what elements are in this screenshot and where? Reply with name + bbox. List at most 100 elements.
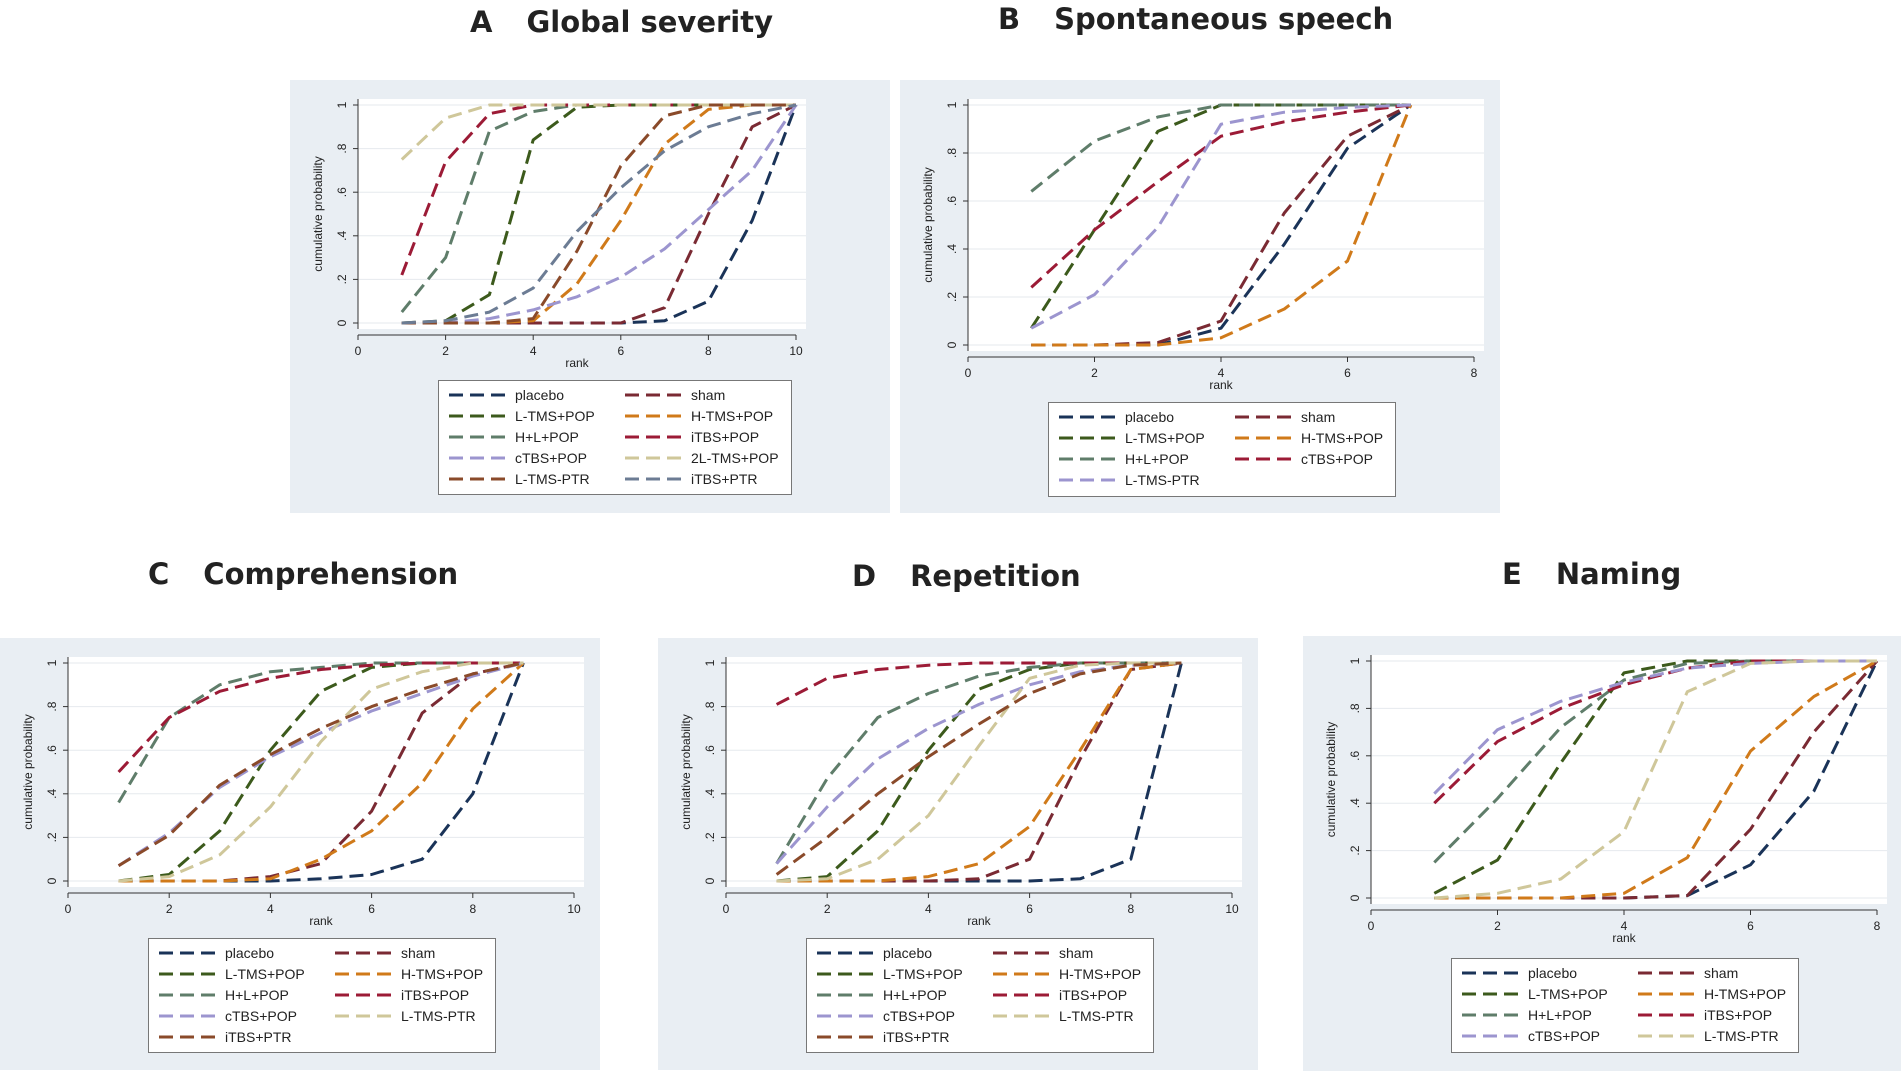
- legend-swatch: [1462, 992, 1518, 996]
- legend-swatch: [817, 993, 873, 997]
- x-tick-label: 6: [368, 902, 375, 916]
- legend-label: H+L+POP: [225, 987, 289, 1003]
- chart-panel-global-severity: 0.2.4.6.8 1 0 2 4 6 8 10 cumulative probability r…: [290, 80, 890, 513]
- chart-panel-naming: 0 .2 .4 .6 .8 1 0 2 4 6 8 cumulative probability ran…: [1303, 636, 1901, 1071]
- legend-swatch: [993, 972, 1049, 976]
- legend-label: placebo: [883, 945, 933, 961]
- series-line-h-tms-plus-pop: [776, 661, 1182, 883]
- y-axis-label: cumulative probability: [311, 156, 325, 271]
- series-line-itbs-plus-ptr: [401, 103, 797, 325]
- legend-swatch: [625, 477, 681, 481]
- x-tick-label: 0: [355, 344, 362, 358]
- x-tick-label: 10: [1225, 902, 1239, 916]
- x-tick-label: 4: [267, 902, 274, 916]
- legend-item-sham: sham: [625, 385, 725, 405]
- legend-swatch: [1462, 971, 1518, 975]
- legend-item-sham: sham: [1235, 407, 1335, 427]
- y-tick-label: 0: [335, 319, 349, 326]
- legend-swatch: [335, 993, 391, 997]
- legend: placebo sham L-TMS+POP H-TMS+POP H+L+POP iTBS…: [1451, 958, 1799, 1053]
- legend-swatch: [625, 456, 681, 460]
- x-axis-label: rank: [1612, 931, 1636, 945]
- legend-label: placebo: [1125, 409, 1175, 425]
- legend-swatch: [1059, 457, 1115, 461]
- legend-item-h-plus-l-plus-pop: H+L+POP: [159, 985, 289, 1005]
- legend-item-l-tms-plus-pop: L-TMS+POP: [1462, 984, 1608, 1004]
- chart-panel-comprehension: 0.2.4.6.8 1 0 2 4 6 8 10 cumulative probability r…: [0, 638, 600, 1070]
- legend: placebo sham L-TMS+POP H-TMS+POP H+L+POP cTBS…: [1048, 402, 1396, 497]
- x-tick-label: 4: [530, 344, 537, 358]
- y-tick-label: .8: [1348, 703, 1362, 713]
- plot-area: [1371, 655, 1887, 904]
- legend-label: placebo: [225, 945, 275, 961]
- legend-label: 2L-TMS+POP: [691, 450, 779, 466]
- x-axis-label: rank: [967, 914, 991, 928]
- panel-title-text: Spontaneous speech: [1054, 2, 1394, 36]
- legend-label: H-TMS+POP: [691, 408, 774, 424]
- series-line-itbs-plus-ptr: [117, 661, 524, 867]
- legend-label: sham: [1301, 409, 1336, 425]
- y-tick-label: .8: [945, 148, 959, 158]
- x-tick-label: 0: [1368, 919, 1375, 933]
- x-tick-label: 6: [1026, 902, 1033, 916]
- legend-item-l-tms-plus-pop: L-TMS+POP: [449, 406, 595, 426]
- legend-swatch: [159, 951, 215, 955]
- x-tick-label: 6: [617, 344, 624, 358]
- legend-label: L-TMS-PTR: [515, 471, 590, 487]
- x-tick-label: 8: [1874, 919, 1881, 933]
- legend-label: L-TMS+POP: [225, 966, 305, 982]
- x-tick-label: 2: [442, 344, 449, 358]
- y-tick-label: 0: [45, 877, 59, 884]
- y-tick-label: 1: [1348, 657, 1362, 664]
- legend-label: sham: [1059, 945, 1094, 961]
- legend-item-h-plus-l-plus-pop: H+L+POP: [1059, 449, 1189, 469]
- legend-item-itbs-plus-pop: iTBS+POP: [993, 985, 1127, 1005]
- series-line-ctbs-plus-pop: [117, 661, 524, 867]
- legend-item-placebo: placebo: [449, 385, 564, 405]
- legend-item-itbs-plus-pop: iTBS+POP: [625, 427, 759, 447]
- legend-label: cTBS+POP: [1301, 451, 1373, 467]
- legend-swatch: [159, 1014, 215, 1018]
- x-tick-label: 2: [824, 902, 831, 916]
- series-line-h-tms-plus-pop: [118, 661, 525, 883]
- series-line-h-tms-plus-pop: [1031, 104, 1413, 347]
- legend-item-l-tms-ptr: L-TMS-PTR: [335, 1006, 476, 1026]
- y-tick-label: .4: [1348, 798, 1362, 808]
- y-tick-label: .6: [703, 745, 717, 755]
- y-tick-label: .4: [335, 230, 349, 240]
- y-tick-label: 0: [1348, 894, 1362, 901]
- y-tick-label: .2: [945, 292, 959, 302]
- legend-swatch: [993, 951, 1049, 955]
- legend-item-l-tms-plus-pop: L-TMS+POP: [159, 964, 305, 984]
- legend-swatch: [449, 477, 505, 481]
- x-tick-label: 10: [789, 344, 803, 358]
- legend-swatch: [993, 993, 1049, 997]
- legend-swatch: [1059, 415, 1115, 419]
- legend-label: iTBS+POP: [401, 987, 470, 1003]
- legend-item-ctbs-plus-pop: cTBS+POP: [1462, 1026, 1600, 1046]
- legend-label: L-TMS-PTR: [1059, 1008, 1134, 1024]
- legend-item-placebo: placebo: [159, 943, 274, 963]
- x-tick-label: 6: [1344, 366, 1351, 380]
- legend-label: sham: [1704, 965, 1739, 981]
- series-line-h-tms-plus-pop: [1434, 659, 1878, 900]
- legend-label: H+L+POP: [883, 987, 947, 1003]
- x-axis-label: rank: [309, 914, 333, 928]
- legend-swatch: [817, 951, 873, 955]
- legend-swatch: [159, 993, 215, 997]
- legend-item-placebo: placebo: [1059, 407, 1174, 427]
- legend-item-sham: sham: [1638, 963, 1738, 983]
- legend-label: placebo: [515, 387, 565, 403]
- legend-label: iTBS+POP: [1704, 1007, 1773, 1023]
- panel-letter: D: [852, 559, 877, 593]
- series-line-l-tms-ptr: [1434, 659, 1877, 900]
- legend-label: H-TMS+POP: [401, 966, 484, 982]
- legend-swatch: [159, 1035, 215, 1039]
- legend-item-l-tms-plus-pop: L-TMS+POP: [817, 964, 963, 984]
- legend: placebo sham L-TMS+POP H-TMS+POP H+L+POP iTBS…: [438, 380, 792, 495]
- x-tick-label: 2: [1091, 366, 1098, 380]
- y-tick-label: 0: [945, 341, 959, 348]
- legend-label: L-TMS-PTR: [1125, 472, 1200, 488]
